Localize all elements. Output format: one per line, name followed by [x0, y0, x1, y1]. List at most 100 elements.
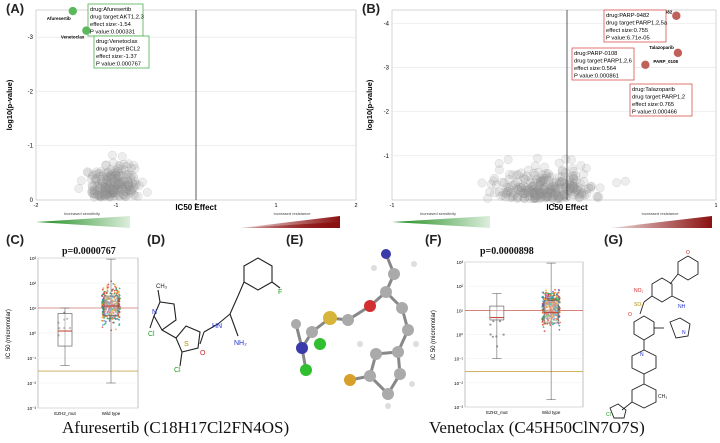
- data-point-wt: [108, 307, 111, 310]
- scatter-point-a: [113, 180, 123, 190]
- scatter-point-b: [561, 192, 571, 202]
- scatter-point-a: [104, 184, 114, 194]
- scatter-point-b: [552, 178, 561, 188]
- scatter-point-a: [105, 178, 115, 187]
- atom-methyl-d: CH₃: [156, 284, 168, 290]
- scatter-point-a: [93, 190, 102, 200]
- scatter-point-b: [520, 194, 530, 203]
- data-point-mut: [58, 327, 61, 330]
- scatter-point-a: [107, 185, 117, 194]
- scatter-point-a: [93, 180, 103, 190]
- scatter-point-b: [537, 177, 547, 187]
- data-point-wt: [106, 311, 109, 313]
- scatter-point-b: [586, 182, 596, 192]
- scatter-point-b: [568, 190, 578, 200]
- scatter-point-a: [103, 172, 113, 182]
- data-point-wt: [554, 313, 557, 316]
- scatter-point-b: [529, 193, 539, 203]
- panel-label-e: (E): [286, 232, 304, 247]
- ytick-box: 10⁻¹: [27, 356, 36, 361]
- scatter-point-b: [556, 183, 566, 193]
- data-point-wt: [106, 284, 109, 287]
- scatter-point-a: [107, 174, 116, 183]
- ytick-box: 10²: [29, 281, 36, 286]
- data-point-wt: [554, 298, 557, 300]
- scatter-point-b: [559, 190, 569, 200]
- data-point-wt: [113, 315, 116, 318]
- scatter-point-a: [114, 187, 124, 196]
- atom-cl-g: Cl: [606, 412, 611, 418]
- scatter-point-b: [530, 193, 540, 203]
- scatter-point-b: [550, 184, 560, 194]
- scatter-point-b: [576, 161, 586, 171]
- panel-label-d: (D): [147, 232, 166, 247]
- scatter-point-a: [102, 189, 112, 199]
- ytick-a: -1: [28, 144, 34, 150]
- xtick-a: 1: [274, 203, 277, 209]
- data-point-wt: [118, 287, 121, 290]
- scatter-point-b: [570, 190, 580, 200]
- scatter-point-b: [550, 182, 560, 192]
- scatter-point-b: [515, 182, 525, 192]
- data-point-wt: [554, 288, 556, 291]
- scatter-point-a: [118, 176, 128, 186]
- scatter-point-b: [511, 178, 520, 188]
- scatter-point-a: [126, 173, 135, 182]
- scatter-point-b: [561, 190, 571, 199]
- scatter-point-b: [516, 183, 526, 192]
- scatter-point-b: [535, 177, 545, 187]
- scatter-point-b: [579, 169, 588, 179]
- data-point-wt: [106, 302, 109, 305]
- scatter-point-b: [530, 192, 540, 202]
- scatter-point-a: [108, 186, 117, 195]
- res-label-a: Increased resistance: [274, 211, 312, 216]
- scatter-point-a: [100, 191, 109, 201]
- scatter-point-a: [142, 187, 152, 197]
- scatter-point-a: [113, 176, 123, 186]
- data-point-wt: [555, 296, 558, 299]
- ytick-box: 10¹: [456, 308, 463, 313]
- data-point-wt: [558, 311, 561, 314]
- scatter-point-a: [123, 170, 133, 180]
- atom-nh2-d: NH₂: [234, 340, 247, 347]
- scatter-point-b: [485, 187, 494, 197]
- data-point-wt: [101, 326, 104, 329]
- scatter-point-b: [557, 190, 567, 200]
- scatter-point-a: [103, 187, 113, 197]
- scatter-point-a: [127, 170, 137, 180]
- scatter-point-b: [557, 172, 567, 181]
- resistance-wedge-a2: [240, 216, 340, 228]
- ytick-b: -2: [384, 110, 390, 116]
- scatter-point-b: [555, 177, 565, 187]
- data-point-wt: [113, 292, 116, 295]
- scatter-point-a: [88, 170, 98, 179]
- data-point-wt: [101, 324, 104, 326]
- scatter-point-a: [110, 168, 120, 178]
- scatter-point-a: [117, 185, 127, 194]
- scatter-point-b: [519, 181, 528, 191]
- box-plot-f: 10³ 10² 10¹ 10⁰ 10⁻¹ 10⁻² 10⁻³ EZH2_mut Wild typ…: [431, 260, 584, 415]
- scatter-point-b: [520, 188, 530, 198]
- ytick-box: 10⁻²: [454, 381, 463, 386]
- scatter-point-b: [566, 183, 575, 193]
- scatter-point-b: [573, 186, 583, 195]
- scatter-point-b: [536, 173, 545, 183]
- data-point-wt: [106, 297, 109, 299]
- scatter-point-a: [129, 160, 139, 170]
- scatter-point-a: [110, 182, 120, 192]
- scatter-point-b: [574, 193, 584, 202]
- ytick-box: 10³: [29, 256, 36, 261]
- data-point-wt: [118, 323, 121, 325]
- scatter-point-a: [108, 150, 117, 160]
- scatter-point-b: [529, 168, 539, 178]
- scatter-point-a: [106, 177, 116, 187]
- scatter-point-b: [554, 193, 564, 203]
- scatter-point-b: [531, 175, 541, 185]
- data-point-wt: [547, 293, 550, 296]
- scatter-point-a: [121, 185, 131, 194]
- scatter-point-a: [87, 189, 97, 198]
- scatter-point-b: [547, 181, 557, 190]
- scatter-point-a: [122, 185, 132, 194]
- data-point-wt: [112, 300, 115, 302]
- scatter-point-b: [545, 184, 554, 194]
